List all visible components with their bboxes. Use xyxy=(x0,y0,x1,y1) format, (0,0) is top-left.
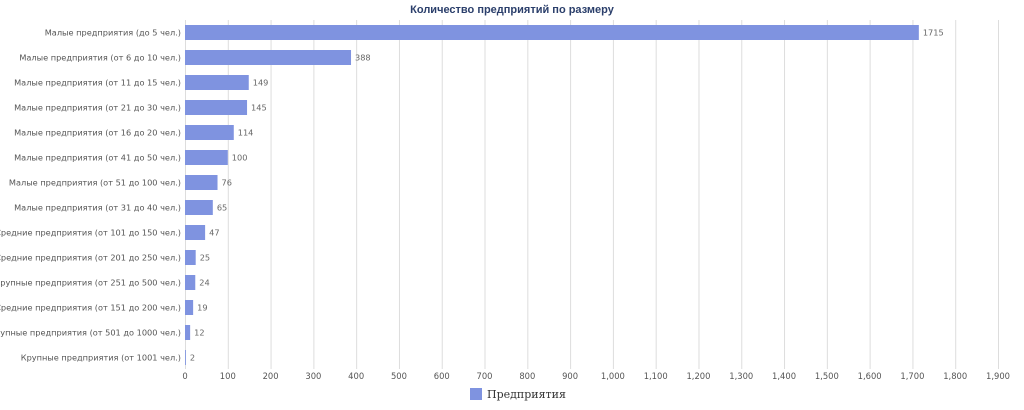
x-tick-label: 700 xyxy=(477,371,493,381)
gridlines xyxy=(185,20,999,369)
data-label: 25 xyxy=(200,253,210,263)
x-tick-label: 500 xyxy=(391,371,407,381)
category-label: Средние предприятия (от 101 до 150 чел.) xyxy=(0,228,181,238)
data-label: 12 xyxy=(194,328,204,338)
legend-label[interactable]: Предприятия xyxy=(487,388,566,401)
bar[interactable] xyxy=(185,325,191,340)
category-label: Малые предприятия (от 51 до 100 чел.) xyxy=(9,178,181,188)
x-tick-label: 1,800 xyxy=(943,371,967,381)
x-tick-label: 1,100 xyxy=(644,371,668,381)
data-label: 1715 xyxy=(923,28,944,38)
x-tick-label: 200 xyxy=(263,371,279,381)
x-tick-label: 300 xyxy=(305,371,321,381)
x-tick-label: 1,500 xyxy=(815,371,839,381)
category-label: Малые предприятия (от 41 до 50 чел.) xyxy=(14,153,181,163)
category-labels: Малые предприятия (до 5 чел.) Малые предп… xyxy=(0,28,181,363)
category-label: Крупные предприятия (от 251 до 500 чел.) xyxy=(0,278,181,288)
chart-title: Количество предприятий по размеру xyxy=(410,4,615,16)
category-label: Средние предприятия (от 201 до 250 чел.) xyxy=(0,253,181,263)
bar[interactable] xyxy=(185,200,213,215)
category-label: Малые предприятия (от 31 до 40 чел.) xyxy=(14,203,181,213)
x-tick-label: 1,200 xyxy=(686,371,710,381)
x-tick-label: 1,600 xyxy=(858,371,882,381)
category-label: Малые предприятия (от 6 до 10 чел.) xyxy=(19,53,181,63)
data-label: 114 xyxy=(238,128,254,138)
bar[interactable] xyxy=(185,100,248,115)
data-labels: 1715 388 149 145 114 100 76 65 47 25 24 19 12 2 xyxy=(190,28,944,363)
x-tick-label: 1,000 xyxy=(601,371,625,381)
category-label: Крупные предприятия (от 501 до 1000 чел.… xyxy=(0,328,181,338)
category-label: Малые предприятия (от 16 до 20 чел.) xyxy=(14,128,181,138)
data-label: 65 xyxy=(217,203,227,213)
x-tick-label: 1,900 xyxy=(986,371,1010,381)
data-label: 24 xyxy=(199,278,209,288)
data-label: 2 xyxy=(190,353,195,363)
x-tick-label: 600 xyxy=(434,371,450,381)
bar[interactable] xyxy=(185,175,218,190)
legend[interactable]: Предприятия xyxy=(470,388,566,401)
category-label: Малые предприятия (от 11 до 15 чел.) xyxy=(14,78,181,88)
x-tick-label: 1,700 xyxy=(900,371,924,381)
bar[interactable] xyxy=(185,25,919,40)
x-axis-ticks: 0 100 200 300 400 500 600 700 800 900 1,000 1,100 1,… xyxy=(182,371,1010,381)
data-label: 145 xyxy=(251,103,267,113)
data-label: 47 xyxy=(209,228,219,238)
category-label: Крупные предприятия (от 1001 чел.) xyxy=(21,353,181,363)
data-label: 388 xyxy=(355,53,371,63)
bar[interactable] xyxy=(185,300,194,315)
data-label: 149 xyxy=(253,78,269,88)
bar[interactable] xyxy=(185,275,196,290)
category-label: Малые предприятия (до 5 чел.) xyxy=(45,28,181,38)
x-tick-label: 100 xyxy=(220,371,236,381)
data-label: 76 xyxy=(222,178,232,188)
bar[interactable] xyxy=(185,250,196,265)
bar[interactable] xyxy=(185,350,186,365)
category-label: Малые предприятия (от 21 до 30 чел.) xyxy=(14,103,181,113)
bar[interactable] xyxy=(185,50,352,65)
data-label: 19 xyxy=(197,303,207,313)
legend-swatch[interactable] xyxy=(470,388,482,400)
bars-group xyxy=(185,25,919,365)
x-tick-label: 0 xyxy=(182,371,187,381)
bar[interactable] xyxy=(185,125,234,140)
category-label: Средние предприятия (от 151 до 200 чел.) xyxy=(0,303,181,313)
x-tick-label: 900 xyxy=(562,371,578,381)
x-tick-label: 800 xyxy=(519,371,535,381)
bar[interactable] xyxy=(185,150,228,165)
data-label: 100 xyxy=(232,153,248,163)
x-tick-label: 1,400 xyxy=(772,371,796,381)
x-tick-label: 400 xyxy=(348,371,364,381)
bar[interactable] xyxy=(185,225,206,240)
x-tick-label: 1,300 xyxy=(729,371,753,381)
bar[interactable] xyxy=(185,75,249,90)
